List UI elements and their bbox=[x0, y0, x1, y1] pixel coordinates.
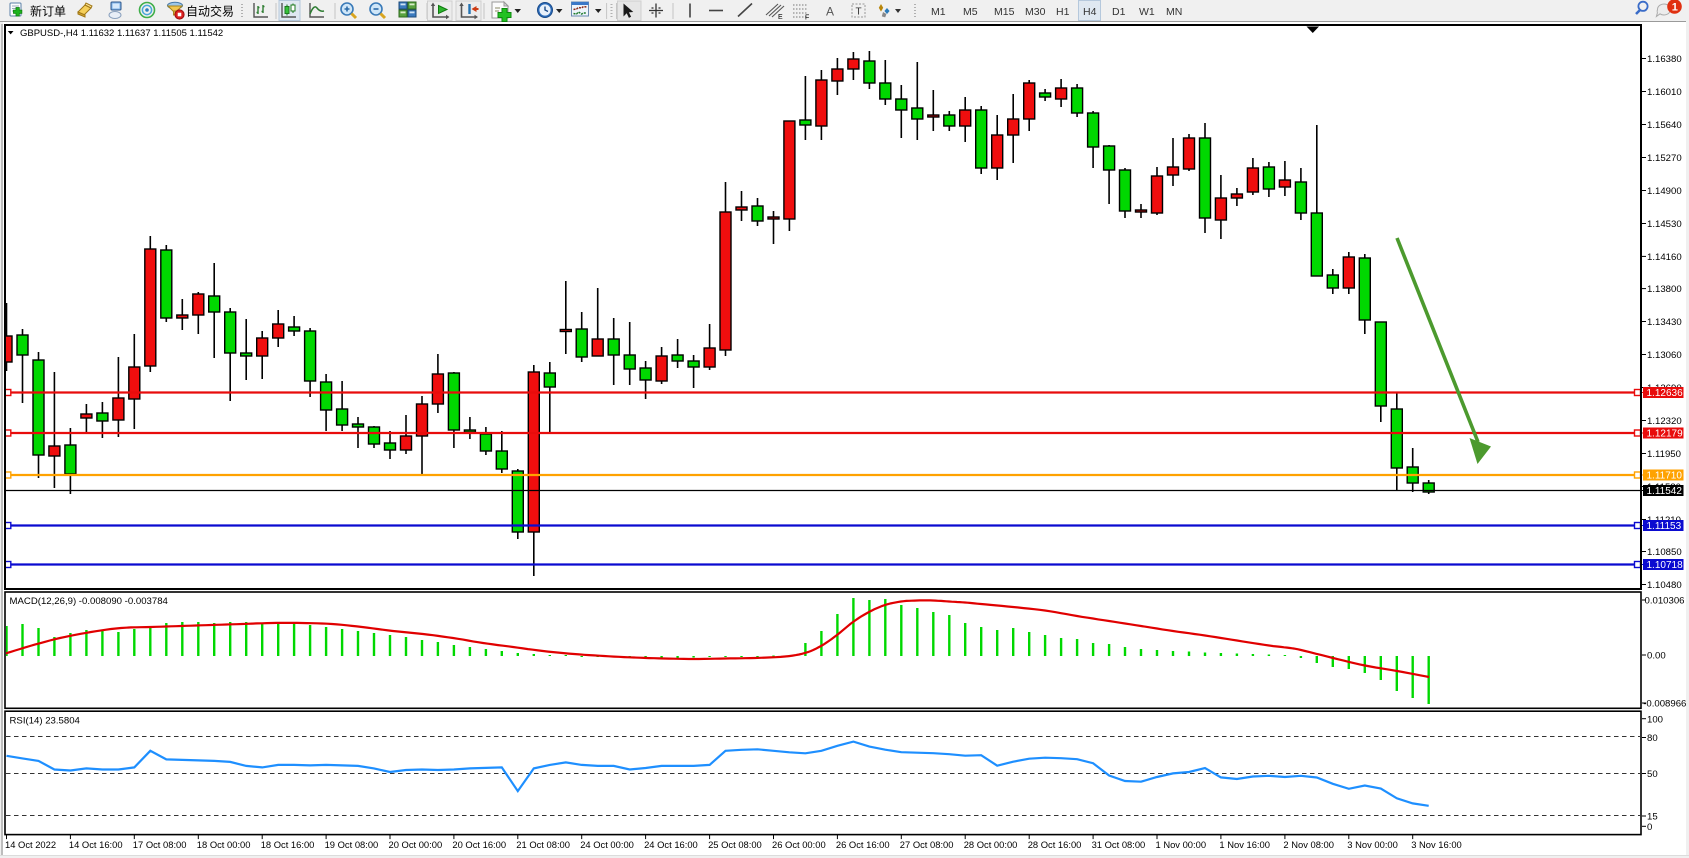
svg-text:1.13060: 1.13060 bbox=[1647, 350, 1682, 361]
svg-text:自动交易: 自动交易 bbox=[186, 4, 234, 19]
svg-text:M15: M15 bbox=[994, 6, 1015, 18]
svg-text:3 Nov 16:00: 3 Nov 16:00 bbox=[1411, 839, 1462, 850]
svg-text:GBPUSD-,H4 1.11632 1.11637 1.: GBPUSD-,H4 1.11632 1.11637 1.11505 1.115… bbox=[20, 28, 223, 39]
svg-text:28 Oct 00:00: 28 Oct 00:00 bbox=[964, 839, 1018, 850]
svg-text:M1: M1 bbox=[931, 6, 946, 18]
svg-text:50: 50 bbox=[1647, 769, 1658, 780]
svg-text:20 Oct 00:00: 20 Oct 00:00 bbox=[389, 839, 443, 850]
svg-text:18 Oct 16:00: 18 Oct 16:00 bbox=[261, 839, 315, 850]
svg-text:1.14530: 1.14530 bbox=[1647, 219, 1682, 230]
svg-text:28 Oct 16:00: 28 Oct 16:00 bbox=[1028, 839, 1082, 850]
svg-text:26 Oct 00:00: 26 Oct 00:00 bbox=[772, 839, 826, 850]
svg-text:31 Oct 08:00: 31 Oct 08:00 bbox=[1092, 839, 1146, 850]
svg-text:0: 0 bbox=[1647, 822, 1652, 833]
svg-text:20 Oct 16:00: 20 Oct 16:00 bbox=[452, 839, 506, 850]
svg-text:80: 80 bbox=[1647, 733, 1658, 744]
svg-text:1 Nov 16:00: 1 Nov 16:00 bbox=[1219, 839, 1270, 850]
svg-text:1.10718: 1.10718 bbox=[1647, 560, 1684, 571]
svg-text:15: 15 bbox=[1647, 812, 1658, 823]
svg-text:1.11542: 1.11542 bbox=[1647, 486, 1683, 497]
svg-text:A: A bbox=[826, 5, 834, 19]
svg-text:新订单: 新订单 bbox=[30, 4, 66, 19]
svg-text:D1: D1 bbox=[1112, 6, 1126, 18]
svg-text:24 Oct 00:00: 24 Oct 00:00 bbox=[580, 839, 634, 850]
svg-text:0.010306: 0.010306 bbox=[1645, 596, 1685, 607]
svg-text:18 Oct 00:00: 18 Oct 00:00 bbox=[197, 839, 251, 850]
svg-text:100: 100 bbox=[1647, 714, 1663, 725]
svg-text:1.15270: 1.15270 bbox=[1647, 153, 1682, 164]
svg-text:W1: W1 bbox=[1139, 6, 1155, 18]
svg-text:14 Oct 2022: 14 Oct 2022 bbox=[5, 839, 56, 850]
svg-text:0.00: 0.00 bbox=[1647, 651, 1666, 662]
svg-text:1: 1 bbox=[1672, 2, 1678, 14]
svg-text:19 Oct 08:00: 19 Oct 08:00 bbox=[325, 839, 379, 850]
svg-text:1.12320: 1.12320 bbox=[1647, 416, 1682, 427]
svg-text:1.10480: 1.10480 bbox=[1647, 580, 1682, 591]
svg-text:1 Nov 00:00: 1 Nov 00:00 bbox=[1156, 839, 1207, 850]
svg-text:2 Nov 08:00: 2 Nov 08:00 bbox=[1283, 839, 1334, 850]
svg-text:24 Oct 16:00: 24 Oct 16:00 bbox=[644, 839, 698, 850]
svg-text:25 Oct 08:00: 25 Oct 08:00 bbox=[708, 839, 762, 850]
svg-text:F: F bbox=[805, 15, 809, 22]
svg-text:M30: M30 bbox=[1025, 6, 1046, 18]
svg-text:M5: M5 bbox=[963, 6, 978, 18]
svg-text:H1: H1 bbox=[1056, 6, 1070, 18]
svg-text:21 Oct 08:00: 21 Oct 08:00 bbox=[516, 839, 570, 850]
svg-text:1.14160: 1.14160 bbox=[1647, 252, 1682, 263]
svg-text:14 Oct 16:00: 14 Oct 16:00 bbox=[69, 839, 123, 850]
svg-text:1.16010: 1.16010 bbox=[1647, 87, 1682, 98]
svg-text:MN: MN bbox=[1166, 6, 1182, 18]
svg-text:1.12179: 1.12179 bbox=[1647, 429, 1684, 440]
svg-text:1.12636: 1.12636 bbox=[1647, 388, 1684, 399]
svg-text:1.15640: 1.15640 bbox=[1647, 120, 1682, 131]
svg-text:27 Oct 08:00: 27 Oct 08:00 bbox=[900, 839, 954, 850]
svg-text:E: E bbox=[778, 14, 783, 21]
svg-text:1.14900: 1.14900 bbox=[1647, 186, 1682, 197]
svg-text:26 Oct 16:00: 26 Oct 16:00 bbox=[836, 839, 890, 850]
svg-text:1.16380: 1.16380 bbox=[1647, 54, 1682, 65]
svg-text:1.10850: 1.10850 bbox=[1647, 547, 1682, 558]
svg-text:1.13800: 1.13800 bbox=[1647, 284, 1682, 295]
svg-text:3 Nov 00:00: 3 Nov 00:00 bbox=[1347, 839, 1398, 850]
svg-text:1.11153: 1.11153 bbox=[1647, 521, 1682, 532]
svg-text:17 Oct 08:00: 17 Oct 08:00 bbox=[133, 839, 187, 850]
svg-text:-0.008966: -0.008966 bbox=[1643, 699, 1686, 710]
svg-text:T: T bbox=[856, 7, 862, 18]
svg-text:H4: H4 bbox=[1083, 6, 1097, 18]
svg-text:1.13430: 1.13430 bbox=[1647, 317, 1682, 328]
svg-text:1.11950: 1.11950 bbox=[1647, 449, 1681, 460]
svg-text:MACD(12,26,9) -0.008090 -0.003: MACD(12,26,9) -0.008090 -0.003784 bbox=[10, 596, 169, 607]
svg-text:1.11710: 1.11710 bbox=[1647, 471, 1683, 482]
svg-text:RSI(14) 23.5804: RSI(14) 23.5804 bbox=[10, 716, 81, 727]
